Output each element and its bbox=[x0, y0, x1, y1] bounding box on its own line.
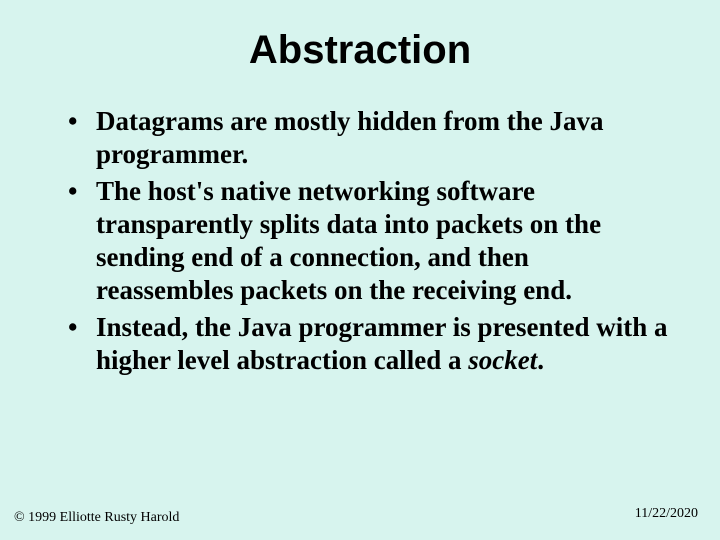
footer-copyright: © 1999 Elliotte Rusty Harold bbox=[14, 510, 179, 526]
bullet-item: The host's native networking software tr… bbox=[68, 175, 670, 307]
bullet-text-suffix: . bbox=[537, 345, 544, 375]
bullet-italic-word: socket bbox=[468, 345, 537, 375]
bullet-item: Instead, the Java programmer is presente… bbox=[68, 311, 670, 377]
footer-date: 11/22/2020 bbox=[635, 506, 698, 522]
slide-container: Abstraction Datagrams are mostly hidden … bbox=[0, 0, 720, 540]
bullet-list: Datagrams are mostly hidden from the Jav… bbox=[50, 105, 670, 377]
slide-title: Abstraction bbox=[50, 28, 670, 73]
bullet-item: Datagrams are mostly hidden from the Jav… bbox=[68, 105, 670, 171]
bullet-text-prefix: Instead, the Java programmer is presente… bbox=[96, 312, 667, 375]
